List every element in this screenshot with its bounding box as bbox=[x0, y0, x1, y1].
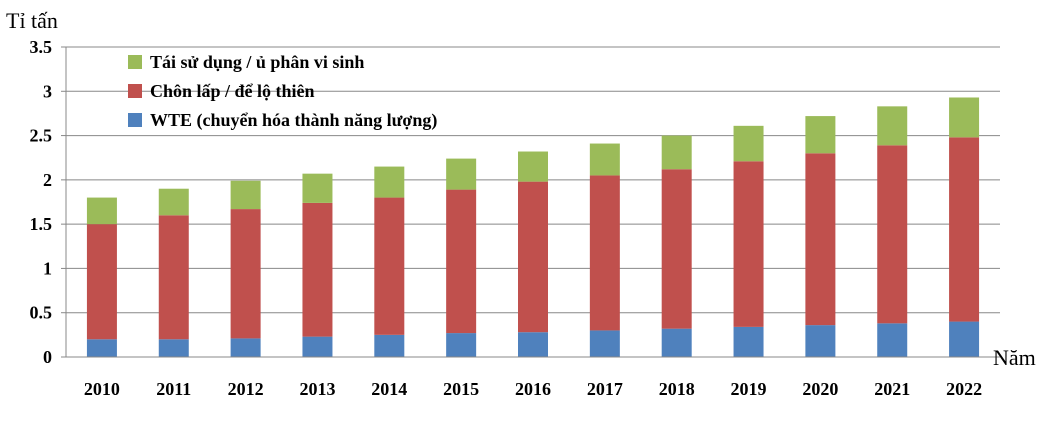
x-tick-label: 2012 bbox=[228, 379, 264, 399]
x-tick-label: 2020 bbox=[802, 379, 838, 399]
bar-segment bbox=[589, 175, 620, 331]
bar-segment bbox=[158, 339, 189, 357]
x-tick-label: 2013 bbox=[299, 379, 335, 399]
bar-segment bbox=[158, 215, 189, 340]
bar-segment bbox=[86, 224, 117, 340]
bar-segment bbox=[518, 181, 548, 333]
bar-segment bbox=[661, 328, 692, 357]
bar-segment bbox=[589, 143, 620, 176]
bar-segment bbox=[661, 169, 692, 329]
y-tick-label: 0.5 bbox=[30, 303, 53, 323]
bars bbox=[86, 97, 980, 357]
y-tick-label: 1 bbox=[43, 258, 52, 278]
bar-segment bbox=[949, 97, 980, 138]
bar-segment bbox=[446, 158, 477, 190]
x-tick-label: 2016 bbox=[515, 379, 551, 399]
x-tick-label: 2019 bbox=[731, 379, 767, 399]
bar-segment bbox=[374, 166, 405, 198]
legend: Tái sử dụng / ủ phân vi sinh Chôn lấp / đ… bbox=[128, 52, 437, 131]
y-tick-label: 0 bbox=[43, 347, 52, 367]
bar-segment bbox=[230, 209, 261, 339]
bar-segment bbox=[661, 135, 692, 170]
bar-segment bbox=[805, 153, 836, 326]
bar-segment bbox=[733, 125, 764, 162]
bar-segment bbox=[805, 116, 836, 154]
x-tick-label: 2015 bbox=[443, 379, 479, 399]
x-tick-label: 2017 bbox=[587, 379, 623, 399]
x-tick-label: 2014 bbox=[371, 379, 407, 399]
legend-swatch bbox=[128, 55, 142, 69]
x-tick-labels: 2010 2011 2012 2013 2014 2015 2016 2017 2018 2019… bbox=[84, 379, 982, 399]
bar-segment bbox=[949, 137, 980, 322]
legend-label: Tái sử dụng / ủ phân vi sinh bbox=[150, 52, 364, 72]
bar-segment bbox=[949, 321, 980, 357]
y-tick-label: 1.5 bbox=[30, 214, 53, 234]
x-tick-label: 2010 bbox=[84, 379, 120, 399]
bar-segment bbox=[230, 180, 261, 210]
bar-segment bbox=[374, 334, 405, 357]
y-tick-label: 2.5 bbox=[30, 126, 53, 146]
bar-segment bbox=[86, 339, 117, 357]
legend-label: Chôn lấp / để lộ thiên bbox=[150, 81, 315, 101]
x-tick-label: 2011 bbox=[156, 379, 191, 399]
legend-label: WTE (chuyển hóa thành năng lượng) bbox=[150, 110, 437, 131]
bar-segment bbox=[877, 106, 908, 146]
bar-segment bbox=[518, 151, 548, 182]
legend-swatch bbox=[128, 113, 142, 127]
bar-segment bbox=[158, 188, 189, 216]
bar-segment bbox=[446, 333, 477, 357]
legend-swatch bbox=[128, 84, 142, 98]
x-tick-label: 2022 bbox=[946, 379, 982, 399]
bar-segment bbox=[302, 202, 333, 337]
y-tick-label: 3.5 bbox=[30, 37, 53, 57]
x-axis-title: Năm bbox=[993, 345, 1036, 370]
bar-segment bbox=[302, 173, 333, 203]
x-tick-label: 2018 bbox=[659, 379, 695, 399]
y-tick-label: 2 bbox=[43, 170, 52, 190]
x-tick-label: 2021 bbox=[874, 379, 910, 399]
bar-segment bbox=[446, 189, 477, 334]
bar-segment bbox=[374, 197, 405, 335]
bar-segment bbox=[589, 330, 620, 357]
y-axis-title: Tỉ tấn bbox=[6, 8, 58, 33]
bar-segment bbox=[86, 197, 117, 225]
bar-segment bbox=[302, 336, 333, 357]
bar-segment bbox=[805, 325, 836, 357]
bar-segment bbox=[877, 323, 908, 357]
bar-segment bbox=[733, 326, 764, 357]
bar-segment bbox=[733, 161, 764, 327]
y-tick-labels: 0 0.5 1 1.5 2 2.5 3 3.5 bbox=[30, 37, 53, 367]
bar-segment bbox=[230, 338, 261, 357]
bar-segment bbox=[877, 145, 908, 324]
bar-segment bbox=[518, 332, 548, 357]
y-tick-label: 3 bbox=[43, 81, 52, 101]
